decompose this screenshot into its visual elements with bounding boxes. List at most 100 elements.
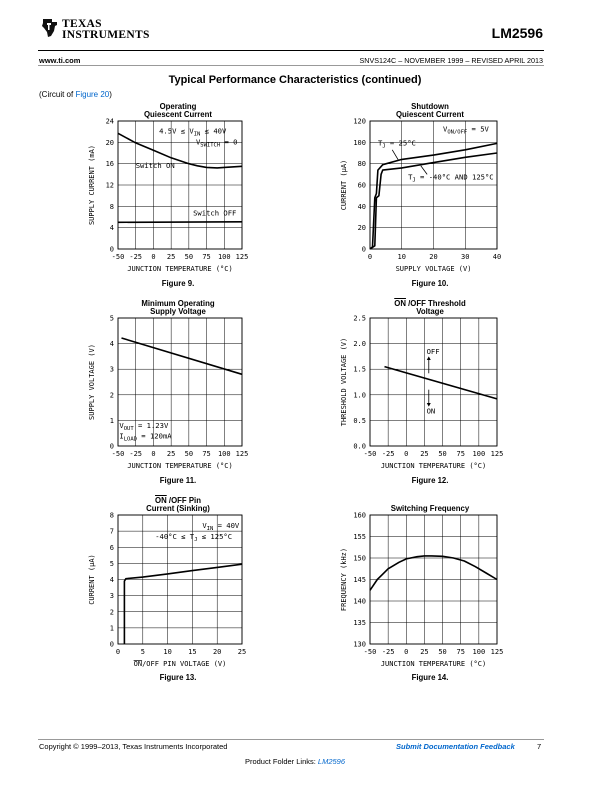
fig10-leader-25c [391,149,399,161]
fig10-title-line2: Quiescent Current [395,110,465,119]
fig11-xtick-label-7: 125 [236,450,249,458]
fig10-annotation-0: VON/OFF = 5V [443,125,490,136]
fig10-xtick-label-4: 40 [493,253,501,261]
fig9-ytick-label-5: 20 [106,139,114,147]
circuit-note-prefix: (Circuit of [39,90,76,99]
fig10-ytick-label-3: 60 [358,182,366,190]
fig13-ytick-label-5: 5 [110,560,114,568]
fig9-annotation-0: 4.5V ≤ VIN ≤ 40V [159,126,227,137]
fig9-annotation-1: VSWITCH = 0 [196,137,238,148]
fig11-annotation-0: VOUT = 1.23V [119,421,169,432]
fig11-ytick-label-0: 0 [110,443,114,451]
fig13-ytick-label-6: 6 [110,544,114,552]
fig10-annotation-2: TJ = -40°C AND 125°C [408,173,494,184]
fig13-ylabel: CURRENT (μA) [88,554,96,605]
fig9-xtick-label-6: 100 [218,253,231,261]
fig11-xtick-label-4: 50 [185,450,193,458]
brand-line-2: INSTRUMENTS [62,29,150,41]
fig13-annotation-0: VIN = 40V [202,521,240,532]
document-info: SNVS124C – NOVEMBER 1999 – REVISED APRIL… [359,56,543,65]
fig9-xlabel: JUNCTION TEMPERATURE (°C) [127,265,232,273]
fig11-ylabel: SUPPLY VOLTAGE (V) [88,344,96,420]
fig10-ylabel: CURRENT (μA) [340,160,348,211]
page-number: 7 [537,742,542,751]
fig14-ytick-label-0: 130 [353,641,366,649]
fig12-xtick-label-6: 100 [473,450,486,458]
fig11-title: Minimum Operating Supply Voltage [78,300,278,316]
fig9-ytick-label-6: 24 [106,118,114,126]
fig13-label: Figure 13. [159,673,197,682]
fig10-xtick-label-1: 10 [398,253,406,261]
fig12-xtick-label-7: 125 [491,450,504,458]
figure-20-link[interactable]: Figure 20 [75,90,110,99]
fig12-series-0-line [384,365,498,400]
fig12-annotation-0: OFF [427,347,440,356]
fig13-ytick-label-1: 1 [110,624,114,632]
fig14-title-line1: Switching Frequency [390,504,470,513]
fig12-xtick-label-4: 50 [438,450,446,458]
fig12-title: ON /OFF Threshold Voltage [330,300,530,316]
fig12-ytick-label-5: 2.5 [353,315,366,323]
fig13-ytick-label-3: 3 [110,592,114,600]
fig12-ylabel: THRESHOLD VOLTAGE (V) [340,338,348,427]
fig10-leader-extremes [420,165,428,175]
fig11-ytick-label-3: 3 [110,366,114,374]
fig13-xtick-label-3: 15 [188,648,196,656]
fig11-ytick-label-4: 4 [110,340,114,348]
fig13-xlabel: ON/OFF PIN VOLTAGE (V) [134,660,227,668]
circuit-note-suffix: ) [109,90,112,99]
ti-logo-icon [42,19,57,37]
fig9-ylabel: SUPPLY CURRENT (mA) [88,145,96,225]
fig10-label: Figure 10. [411,279,449,288]
fig9-title-line1: Operating [159,102,197,111]
product-folder: Product Folder Links: LM2596 [0,757,590,766]
website-link[interactable]: www.ti.com [39,56,81,65]
fig9-title: Operating Quiescent Current [78,103,278,119]
fig14-ytick-label-4: 150 [353,555,366,563]
fig10-ytick-label-5: 100 [353,139,366,147]
fig12-ytick-label-4: 2.0 [353,340,366,348]
fig13-ytick-label-4: 4 [110,576,114,584]
fig13-title-line1: ON /OFF Pin [78,497,278,505]
fig13-xtick-label-5: 25 [238,648,246,656]
fig13-xtick-label-1: 5 [141,648,145,656]
fig11-series-0-line [121,337,243,376]
fig9-ytick-label-2: 8 [110,203,114,211]
fig11-xtick-label-1: -25 [129,450,142,458]
fig9-xtick-label-4: 50 [185,253,193,261]
fig12-title-overline: ON [394,299,406,308]
fig10-ytick-label-6: 120 [353,118,366,126]
fig11-xlabel: JUNCTION TEMPERATURE (°C) [127,462,232,470]
fig9-ytick-label-4: 16 [106,160,114,168]
subheader-rule [38,65,544,66]
fig10-series-0-line [369,142,498,250]
fig13-ytick-label-2: 2 [110,608,114,616]
fig11-ytick-label-5: 5 [110,315,114,323]
header-rule [38,50,544,51]
fig10-xtick-label-3: 30 [461,253,469,261]
fig12-xtick-label-3: 25 [420,450,428,458]
fig10-title: Shutdown Quiescent Current [330,103,530,119]
product-folder-link[interactable]: LM2596 [317,757,346,766]
fig11-xtick-label-3: 25 [167,450,175,458]
fig13-xtick-label-0: 0 [116,648,120,656]
fig11-label: Figure 11. [159,476,197,485]
fig13-series-0-line [123,563,243,644]
fig12-on-arrow-head [426,402,431,407]
feedback-link[interactable]: Submit Documentation Feedback [396,742,515,751]
fig9-series-1-line [117,221,243,224]
fig12-plot-frame [369,317,498,447]
fig9-xtick-label-7: 125 [236,253,249,261]
fig12-xtick-label-1: -25 [382,450,395,458]
fig13-title: ON /OFF Pin Current (Sinking) [78,497,278,513]
fig11-xtick-label-6: 100 [218,450,231,458]
fig14-xtick-label-3: 25 [420,648,428,656]
fig12-xtick-label-2: 0 [404,450,408,458]
fig11-title-line1: Minimum Operating [141,299,215,308]
section-title: Typical Performance Characteristics (con… [168,74,422,86]
part-number: LM2596 [491,25,543,41]
fig12-ytick-label-3: 1.5 [353,366,366,374]
fig13-title-overline: ON [155,496,167,505]
fig12-title-rest: /OFF Threshold [405,299,466,308]
